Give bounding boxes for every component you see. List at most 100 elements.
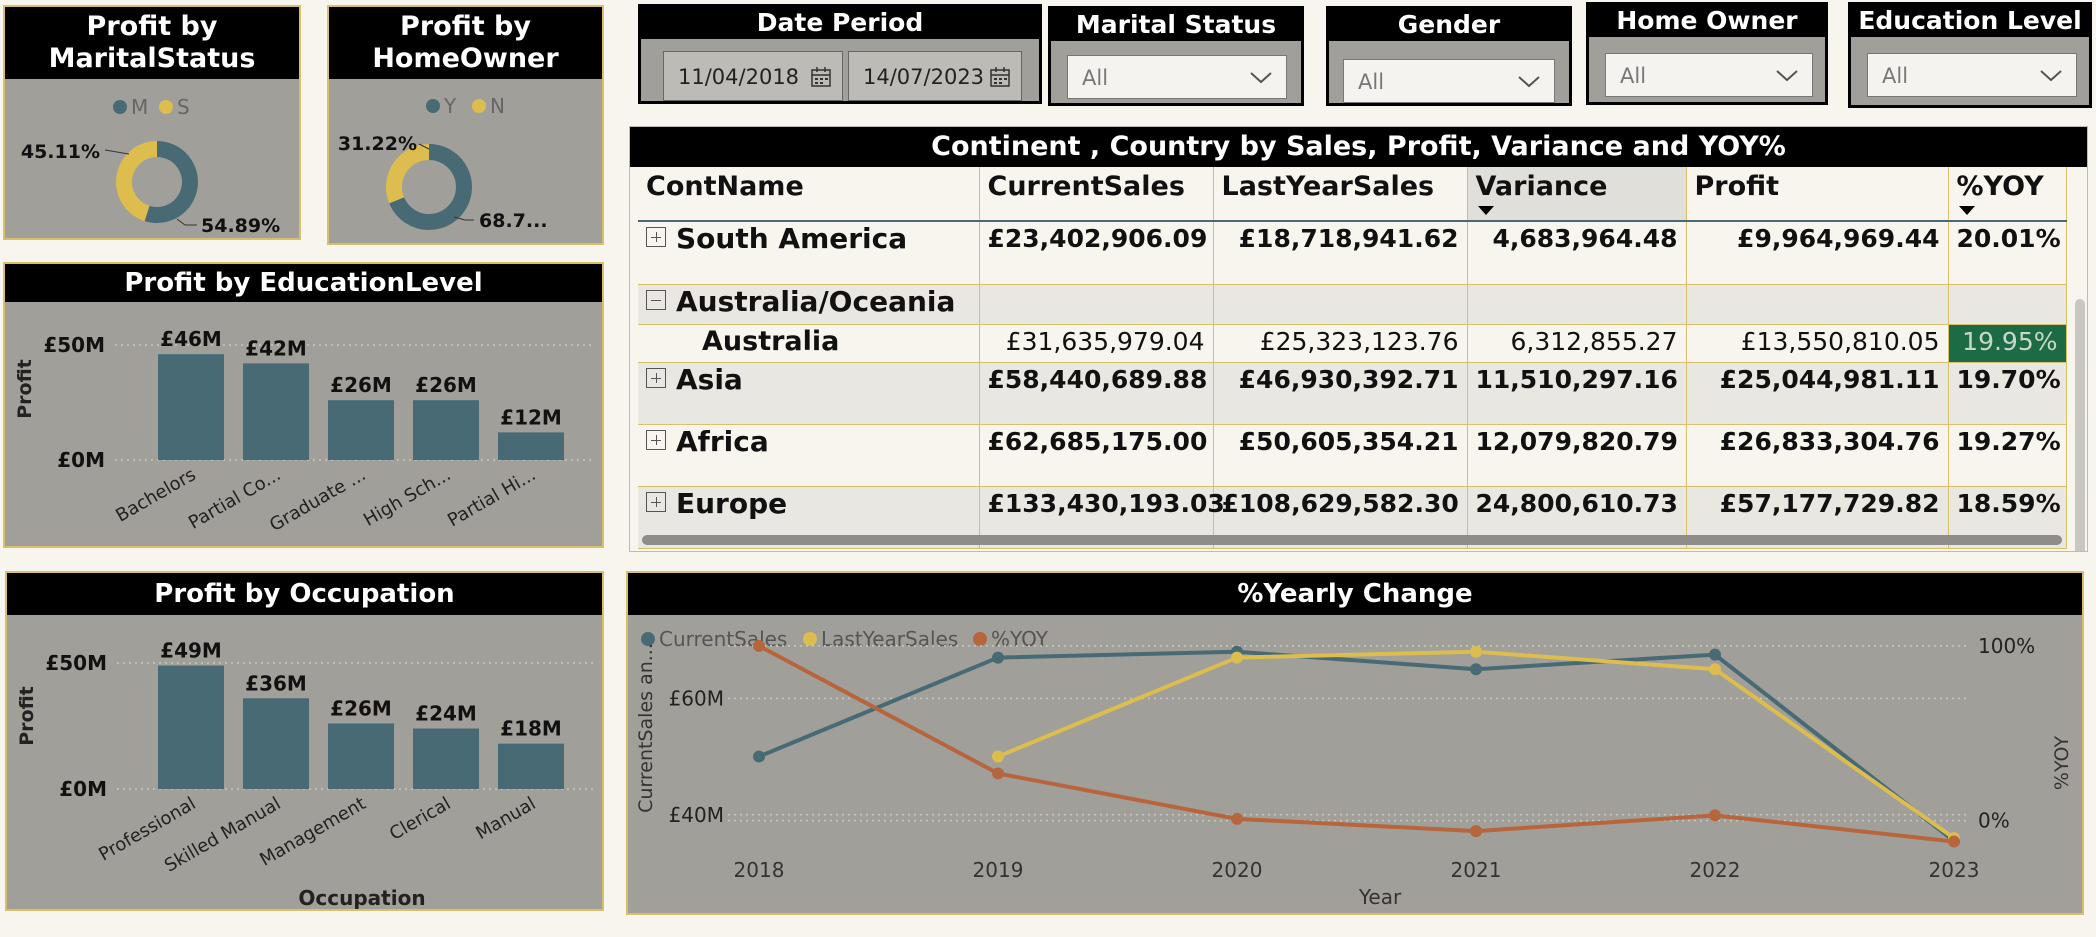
expand-icon[interactable] — [646, 491, 666, 512]
education-card: Profit by EducationLevel £50M £0M Profit £4… — [3, 262, 604, 548]
x-axis-label: Occupation — [298, 886, 425, 910]
data-point-%yoy — [1709, 809, 1721, 822]
data-point-%yoy — [753, 639, 765, 652]
data-label: £24M — [415, 702, 477, 726]
data-point-lastyearsales — [1470, 645, 1482, 658]
y-right-axis-label: %YOY — [2051, 736, 2073, 791]
x-tick-label: 2021 — [1451, 858, 1502, 882]
home-owner-value: All — [1620, 64, 1647, 88]
calendar-icon[interactable] — [810, 66, 832, 88]
home-owner-dropdown[interactable]: All — [1605, 53, 1813, 97]
series-line-lastyearsales — [997, 649, 1956, 840]
start-date-input[interactable]: 11/04/2018 — [663, 51, 843, 101]
y-tick-label: £50M — [43, 333, 105, 357]
matrix-title: Continent , Country by Sales, Profit, Va… — [630, 127, 2087, 167]
gender-dropdown[interactable]: All — [1343, 59, 1555, 103]
data-point-%yoy — [1948, 835, 1960, 848]
bar-management — [328, 723, 394, 789]
donut-slice-s — [116, 141, 157, 222]
expand-icon[interactable] — [646, 429, 666, 450]
donut-slice-n — [386, 144, 429, 204]
x-tick-label: Graduate ... — [266, 464, 369, 536]
header-variance[interactable]: Variance — [1467, 167, 1687, 222]
home-owner-slicer: Home Owner All — [1586, 2, 1828, 105]
table-row: Asia £58,440,689.88 £46,930,392.71 11,51… — [638, 362, 2067, 425]
bar-bachelors — [158, 354, 224, 460]
series-line-currentsales — [758, 649, 1956, 843]
legend-label-currentsales: CurrentSales — [659, 627, 787, 651]
home-owner-slicer-title: Home Owner — [1589, 5, 1825, 37]
education-level-dropdown[interactable]: All — [1867, 53, 2077, 97]
y-tick-label: £50M — [45, 651, 107, 675]
legend-label-s: S — [177, 95, 190, 119]
x-tick-label: 2018 — [734, 858, 785, 882]
yearly-change-card: %Yearly Change CurrentSales LastYearSales… — [626, 571, 2084, 915]
matrix-header-row: ContName CurrentSales LastYearSales Vari… — [638, 167, 2067, 222]
data-label: £26M — [330, 373, 392, 397]
sort-desc-icon — [1477, 206, 1494, 215]
legend-label-y: Y — [443, 94, 457, 118]
expand-icon[interactable] — [646, 367, 666, 388]
home-owner-donut-chart: Y N 31.22% 68.7... — [338, 94, 548, 232]
series-line-%yoy — [758, 644, 1955, 844]
data-point-currentsales — [1709, 648, 1721, 661]
expand-icon[interactable] — [646, 227, 666, 247]
collapse-icon[interactable] — [646, 289, 666, 310]
data-point-currentsales — [753, 750, 765, 763]
leader-line — [104, 149, 130, 155]
leader-line — [176, 218, 197, 226]
x-tick-label: 2019 — [973, 858, 1024, 882]
data-label: £49M — [160, 639, 222, 663]
legend-label-lastyearsales: LastYearSales — [821, 627, 958, 651]
y-left-axis-label: CurrentSales an... — [635, 643, 657, 813]
marital-status-slicer-title: Marital Status — [1051, 9, 1301, 41]
header-lastyearsales[interactable]: LastYearSales — [1213, 167, 1468, 222]
chevron-down-icon — [1776, 70, 1798, 82]
calendar-icon[interactable] — [989, 66, 1011, 88]
data-label: £26M — [330, 696, 392, 720]
table-row: Africa £62,685,175.00 £50,605,354.21 12,… — [638, 424, 2067, 487]
horizontal-scrollbar[interactable] — [642, 535, 2062, 545]
y-tick-label: £0M — [59, 777, 107, 801]
data-point-lastyearsales — [1709, 663, 1721, 676]
marital-status-dropdown[interactable]: All — [1067, 55, 1287, 99]
x-tick-label: 2022 — [1690, 858, 1741, 882]
data-label: 45.11% — [21, 141, 100, 163]
legend-dot-%yoy — [973, 632, 987, 646]
legend-dot-n — [472, 99, 486, 113]
education-level-value: All — [1882, 64, 1909, 88]
leader-line — [418, 143, 430, 150]
data-label: £26M — [415, 373, 477, 397]
bar-graduate-degree — [328, 400, 394, 460]
header-yoy[interactable]: %YOY — [1948, 167, 2067, 222]
data-label: 54.89% — [201, 215, 280, 237]
date-period-title: Date Period — [641, 7, 1039, 39]
data-point-currentsales — [992, 651, 1004, 664]
end-date-input[interactable]: 14/07/2023 — [848, 51, 1022, 101]
legend-label-%yoy: %YOY — [991, 627, 1049, 651]
header-profit[interactable]: Profit — [1686, 167, 1949, 222]
vertical-scrollbar[interactable] — [2075, 299, 2085, 551]
header-currentsales[interactable]: CurrentSales — [979, 167, 1214, 222]
bar-high-school — [413, 400, 479, 460]
bar-partial-high-school — [498, 432, 564, 460]
x-tick-label: 2023 — [1929, 858, 1980, 882]
data-label: 68.7... — [479, 210, 548, 232]
x-axis-label: Year — [1358, 885, 1402, 909]
continent-matrix: Continent , Country by Sales, Profit, Va… — [629, 126, 2088, 552]
y-axis-label: Profit — [14, 359, 36, 419]
leader-line — [453, 216, 474, 221]
end-date-value: 14/07/2023 — [863, 65, 985, 89]
data-label: £42M — [245, 336, 307, 360]
data-point-currentsales — [1470, 663, 1482, 676]
header-contname[interactable]: ContName — [638, 167, 980, 222]
data-label: 31.22% — [338, 133, 417, 155]
x-tick-label: Partial Hi... — [444, 464, 539, 531]
legend-dot-currentsales — [641, 632, 655, 646]
bar-professional — [158, 665, 224, 789]
legend-label-m: M — [131, 95, 148, 119]
bar-clerical — [413, 728, 479, 789]
x-tick-label: 2020 — [1212, 858, 1263, 882]
data-label: £12M — [500, 405, 562, 429]
